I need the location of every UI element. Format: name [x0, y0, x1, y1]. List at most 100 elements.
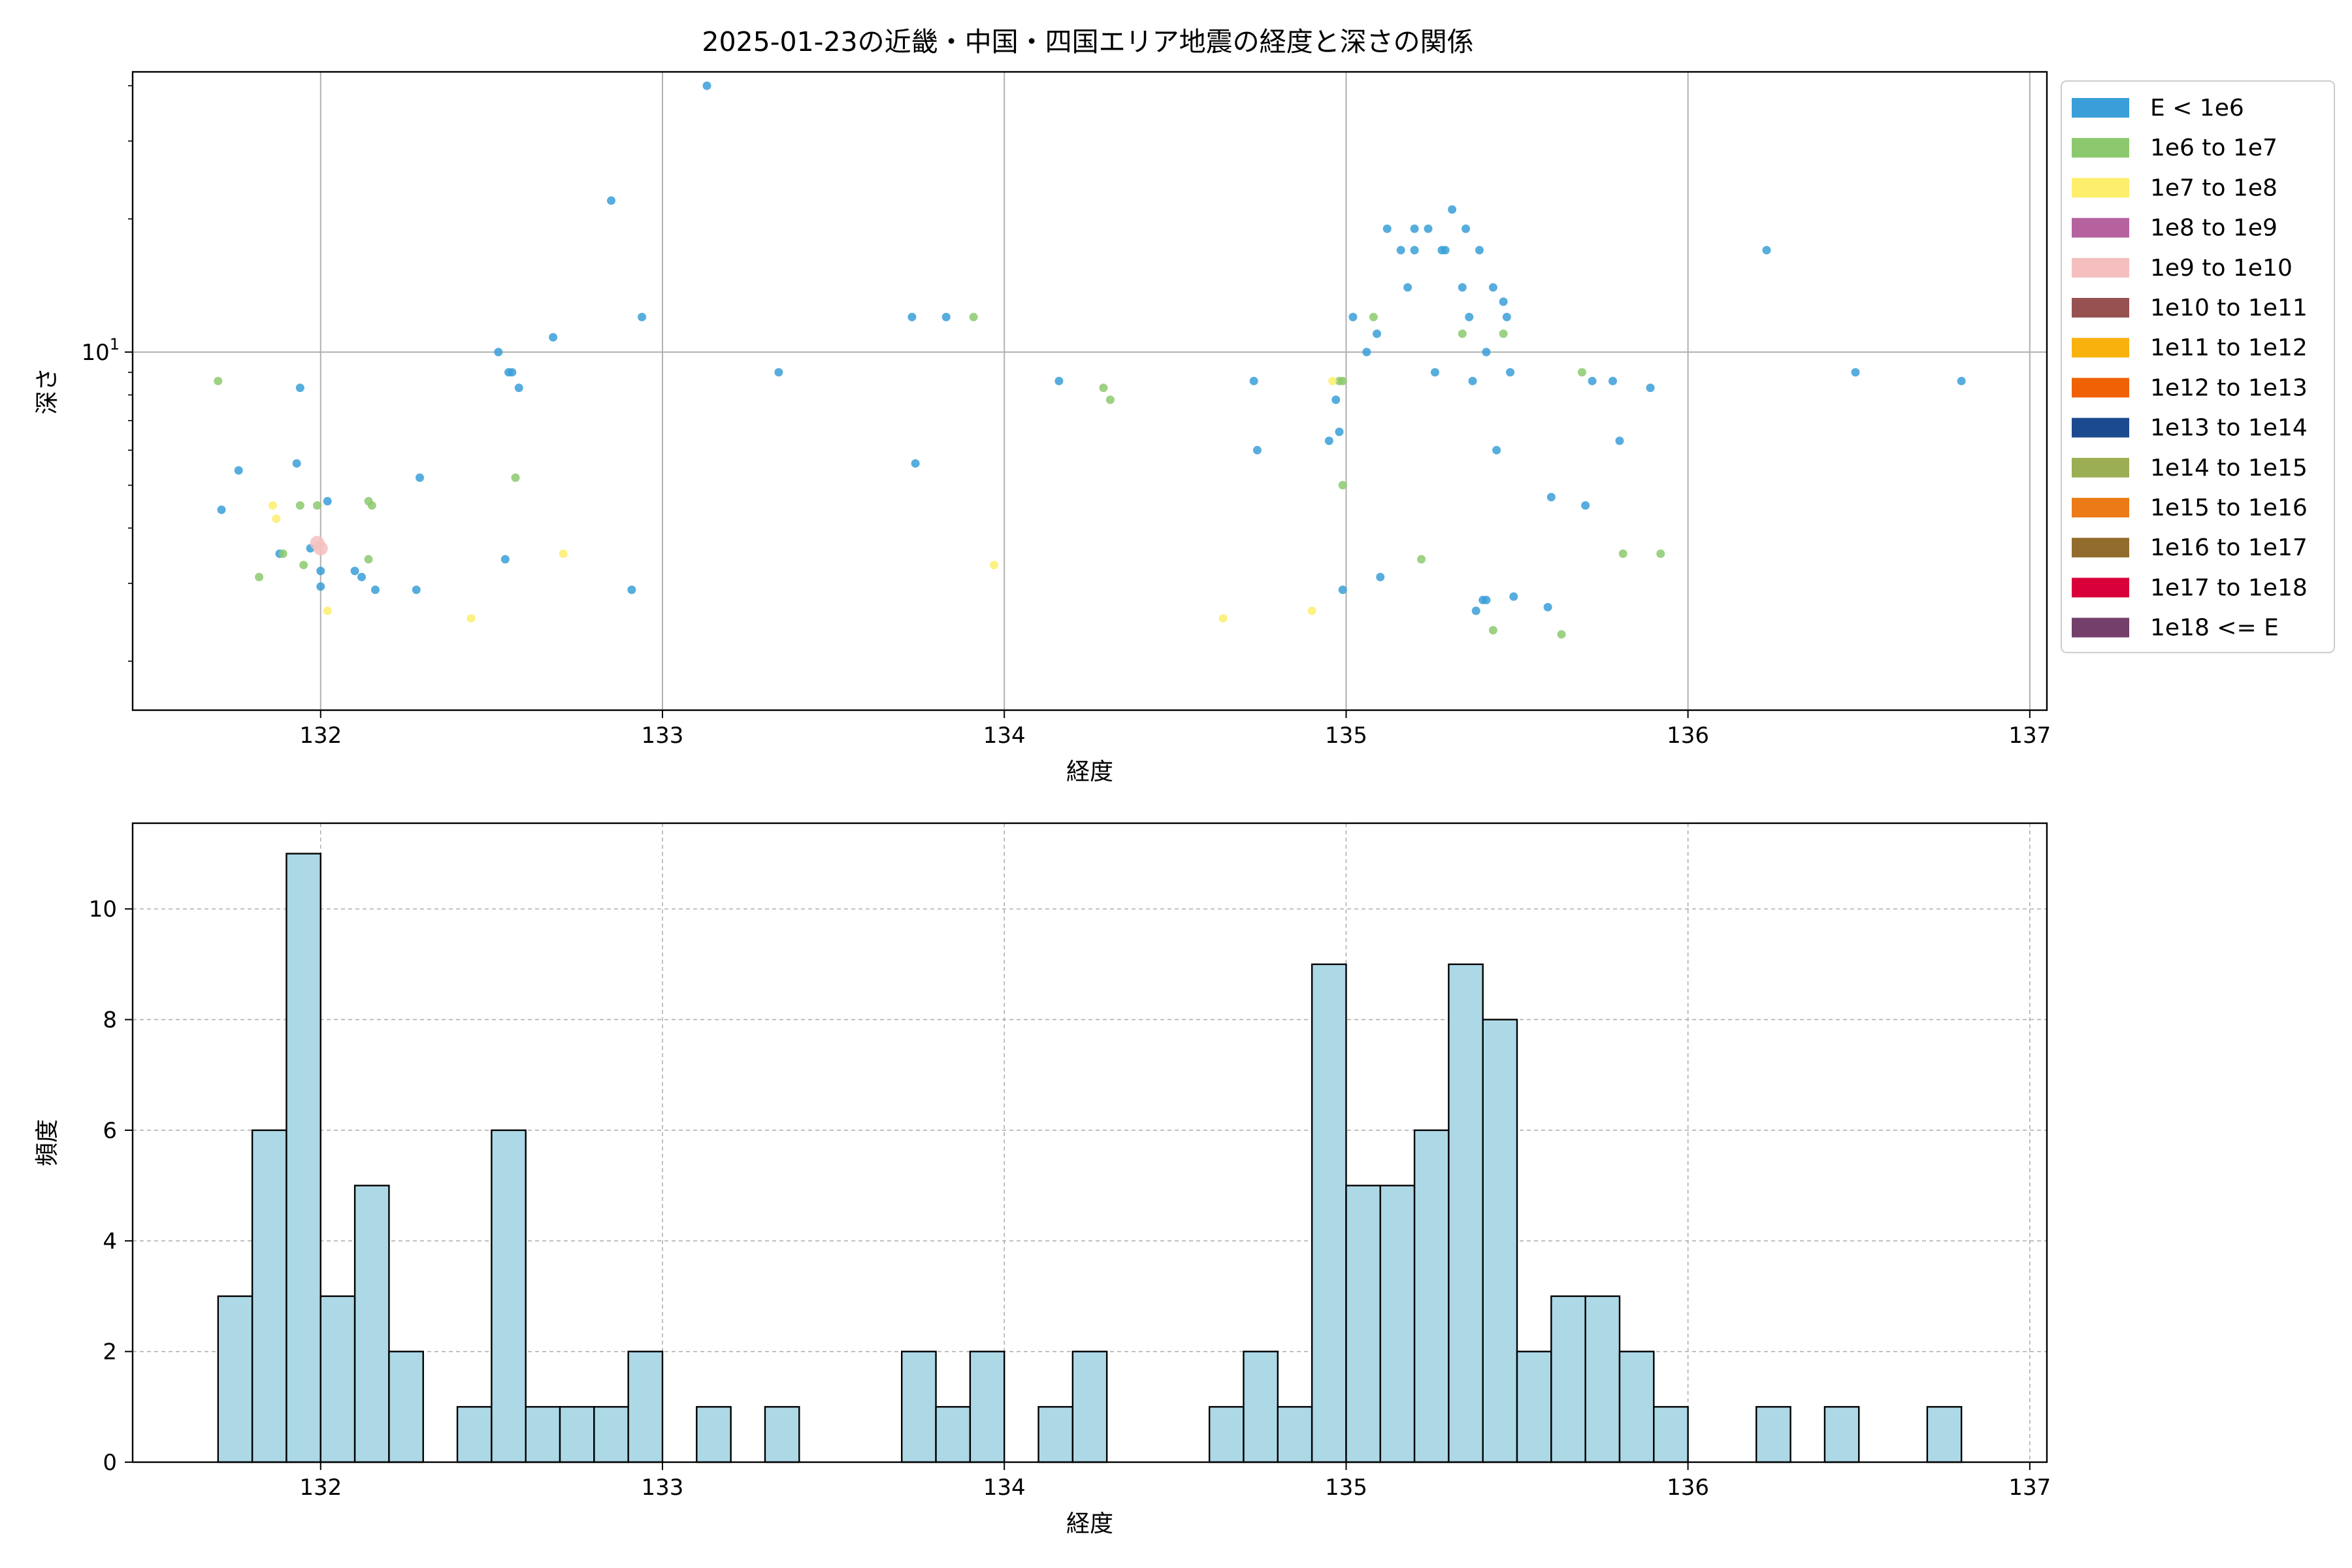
- scatter-legend-swatch: [2072, 138, 2129, 158]
- histogram-bar: [559, 1406, 595, 1463]
- scatter-point: [1218, 613, 1228, 623]
- scatter-point: [1618, 549, 1627, 559]
- scatter-legend-box: [2061, 80, 2335, 653]
- scatter-point: [1373, 329, 1381, 338]
- scatter-point: [511, 473, 520, 482]
- scatter-x-tick-label: 135: [1325, 723, 1367, 749]
- histogram-plot-frame: [131, 822, 2048, 1463]
- scatter-point: [1577, 368, 1586, 377]
- histogram-bar: [1311, 963, 1347, 1463]
- histogram-bar: [1345, 1184, 1381, 1463]
- scatter-point: [272, 514, 281, 523]
- scatter-legend-label: 1e7 to 1e8: [2150, 174, 2278, 201]
- scatter-point: [1105, 395, 1115, 404]
- scatter-point: [1615, 436, 1624, 446]
- scatter-point: [370, 585, 380, 595]
- scatter-point: [1656, 549, 1665, 559]
- scatter-point: [911, 459, 920, 468]
- scatter-legend-label: 1e10 to 1e11: [2150, 295, 2308, 321]
- histogram-bar: [1448, 963, 1484, 1463]
- scatter-point: [323, 606, 332, 615]
- scatter-legend-swatch: [2072, 378, 2129, 398]
- scatter-point: [1581, 501, 1590, 510]
- scatter-x-tick-label: 137: [2008, 723, 2051, 749]
- scatter-legend-label: 1e17 to 1e18: [2150, 574, 2308, 601]
- scatter-point: [1465, 312, 1474, 321]
- scatter-point: [1410, 246, 1419, 255]
- scatter-x-tick-label: 133: [642, 723, 684, 749]
- scatter-legend-label: 1e6 to 1e7: [2150, 135, 2278, 161]
- scatter-legend-label: E < 1e6: [2150, 95, 2244, 122]
- scatter-point: [1543, 602, 1552, 612]
- scatter-point: [1458, 329, 1467, 338]
- scatter-point: [295, 384, 304, 393]
- scatter-y-tick-label-base: 10: [81, 340, 109, 366]
- scatter-point: [412, 585, 421, 595]
- scatter-point: [1382, 224, 1392, 233]
- scatter-point: [367, 501, 376, 510]
- scatter-legend-swatch: [2072, 338, 2129, 358]
- scatter-point: [1482, 595, 1491, 604]
- histogram-axis-ticks: 132 133 134 135 136 137 0 2 4 6 8 10: [89, 896, 2051, 1501]
- scatter-point: [1054, 376, 1064, 385]
- scatter-point: [1403, 283, 1413, 292]
- histogram-bar: [1550, 1295, 1586, 1463]
- scatter-point: [364, 555, 373, 564]
- histogram-bar: [901, 1350, 937, 1463]
- histogram-x-tick-label: 133: [642, 1475, 684, 1501]
- scatter-axis-ticks: 132 133 134 135 136 137 101: [81, 85, 2051, 749]
- scatter-point: [1499, 297, 1508, 306]
- scatter-x-tick-label: 132: [299, 723, 342, 749]
- histogram-bar: [286, 853, 321, 1463]
- histogram-y-tick-label: 8: [103, 1007, 117, 1034]
- histogram-bar: [935, 1406, 972, 1463]
- scatter-point: [214, 376, 223, 385]
- scatter-point: [1376, 572, 1385, 581]
- scatter-legend-label: 1e13 to 1e14: [2150, 415, 2308, 442]
- scatter-point: [255, 572, 264, 581]
- histogram-bar: [1379, 1184, 1416, 1463]
- scatter-point: [1762, 246, 1771, 255]
- scatter-point: [1609, 376, 1618, 385]
- histogram-bar: [1208, 1406, 1245, 1463]
- scatter-legend-label: 1e16 to 1e17: [2150, 534, 2308, 561]
- histogram-bar: [627, 1350, 664, 1463]
- scatter-point: [1499, 329, 1508, 338]
- scatter-point: [1492, 446, 1501, 455]
- scatter-legend-swatch: [2072, 298, 2129, 318]
- scatter-point: [323, 497, 332, 506]
- histogram-x-axis-label: 経度: [1066, 1511, 1113, 1537]
- histogram-bar: [764, 1406, 800, 1463]
- histogram-x-tick-label: 137: [2008, 1475, 2051, 1501]
- scatter-legend-label: 1e15 to 1e16: [2150, 495, 2308, 521]
- scatter-legend: E < 1e6 1e6 to 1e7 1e7 to 1e8 1e8 to 1e9 1e9…: [2061, 80, 2335, 653]
- histogram-bar: [1413, 1129, 1450, 1463]
- scatter-point: [1448, 205, 1457, 214]
- scatter-y-tick-label: 101: [81, 335, 120, 366]
- histogram-bar: [1584, 1295, 1621, 1463]
- scatter-point: [494, 348, 503, 357]
- scatter-legend-swatch: [2072, 617, 2129, 638]
- scatter-point: [295, 501, 304, 510]
- scatter-point: [1488, 626, 1497, 635]
- scatter-gridlines: [133, 72, 2047, 710]
- scatter-legend-swatch: [2072, 578, 2129, 598]
- scatter-legend-label: 1e8 to 1e9: [2150, 215, 2278, 242]
- scatter-point: [1468, 376, 1477, 385]
- scatter-point: [217, 505, 226, 514]
- scatter-point: [278, 549, 287, 559]
- scatter-point: [313, 541, 328, 556]
- scatter-point: [1546, 493, 1556, 502]
- scatter-point: [1324, 436, 1333, 446]
- scatter-point: [1307, 606, 1316, 615]
- histogram-x-tick-label: 136: [1667, 1475, 1709, 1501]
- histogram-y-tick-label: 10: [89, 896, 117, 923]
- scatter-point: [1588, 376, 1597, 385]
- scatter-legend-label: 1e14 to 1e15: [2150, 455, 2308, 482]
- histogram-bar: [217, 1295, 253, 1463]
- histogram-bar: [456, 1406, 493, 1463]
- scatter-legend-swatch: [2072, 538, 2129, 558]
- scatter-point: [1396, 246, 1405, 255]
- scatter-x-tick-label: 134: [983, 723, 1026, 749]
